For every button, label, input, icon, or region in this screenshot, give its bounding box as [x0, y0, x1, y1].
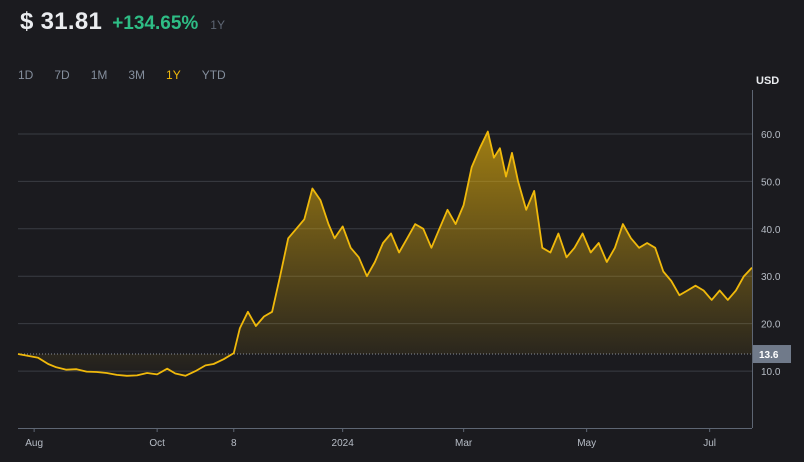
y-tick-label: 20.0: [761, 320, 781, 331]
y-tick-label: 10.0: [761, 367, 781, 378]
y-tick-label: 40.0: [761, 225, 781, 236]
price-header: $ 31.81 +134.65% 1Y: [20, 8, 225, 36]
time-range-tabs: 1D 7D 1M 3M 1Y YTD: [18, 68, 247, 82]
tab-1y[interactable]: 1Y: [166, 68, 181, 82]
y-tick-label: 50.0: [761, 177, 781, 188]
price-line: [17, 130, 753, 377]
x-axis-ticks: Aug Oct 8 2024 Mar May Jul: [25, 428, 716, 449]
x-tick-label: Mar: [455, 438, 473, 449]
tab-3m[interactable]: 3M: [128, 68, 146, 82]
x-tick-label: 8: [231, 438, 237, 449]
reference-tag-label: 13.6: [759, 350, 779, 361]
x-tick-label: Oct: [149, 438, 165, 449]
price-area-fill: [18, 131, 752, 376]
y-tick-label: 60.0: [761, 130, 781, 141]
axes: [18, 90, 753, 429]
reference-tag-box: [753, 345, 791, 364]
x-tick-label: 2024: [332, 438, 355, 449]
y-tick-label: 30.0: [761, 272, 781, 283]
change-period-label: 1Y: [210, 18, 225, 32]
x-tick-label: May: [577, 438, 596, 449]
tab-1m[interactable]: 1M: [90, 68, 108, 82]
price-change-percent: +134.65%: [112, 13, 199, 34]
x-tick-label: Aug: [25, 438, 43, 449]
tab-7d[interactable]: 7D: [54, 68, 70, 82]
y-axis-ticks: 10.0 20.0 30.0 40.0 50.0 60.0: [761, 130, 781, 378]
current-price: $ 31.81: [20, 8, 103, 35]
currency-axis-label: USD: [756, 75, 780, 87]
reference-price-tag: 13.6: [753, 345, 791, 364]
tab-ytd[interactable]: YTD: [201, 68, 226, 82]
x-tick-label: Jul: [703, 438, 716, 449]
tab-1d[interactable]: 1D: [18, 68, 34, 82]
